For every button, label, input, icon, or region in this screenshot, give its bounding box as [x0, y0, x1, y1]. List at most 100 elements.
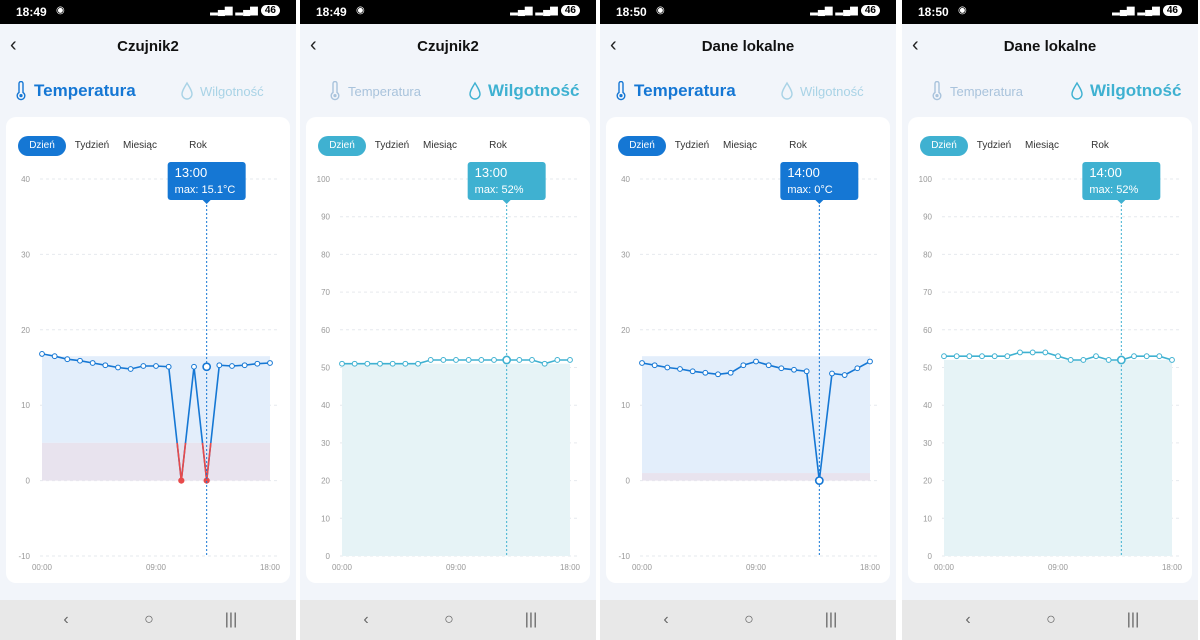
nav-recents-icon[interactable]: |||: [524, 611, 538, 628]
tab-temperature[interactable]: Temperatura: [328, 74, 421, 108]
y-tick-label: 80: [321, 250, 330, 259]
y-tick-label: 40: [321, 401, 330, 410]
y-tick-label: 90: [321, 213, 330, 222]
header: ‹ Czujnik2: [0, 24, 296, 68]
water-drop-icon: [781, 81, 793, 100]
y-tick-label: 10: [621, 401, 630, 410]
y-tick-label: 40: [923, 401, 932, 410]
tab-humidity-label: Wilgotność: [488, 81, 580, 100]
selected-point: [502, 355, 512, 365]
period-tab-week[interactable]: Tydzień: [74, 140, 110, 151]
data-point: [402, 360, 409, 367]
period-tab-month[interactable]: Miesiąc: [423, 140, 457, 151]
x-tick-label: 00:00: [332, 563, 353, 572]
x-tick-label: 09:00: [746, 563, 767, 572]
data-point: [64, 356, 71, 363]
y-tick-label: 0: [26, 477, 31, 486]
navigation-bar: ‹ ○ |||: [0, 600, 296, 640]
nav-back-icon[interactable]: ‹: [363, 611, 369, 628]
status-time: 18:50: [616, 5, 647, 19]
period-tab-year[interactable]: Rok: [789, 140, 807, 151]
nav-home-icon[interactable]: ○: [744, 611, 754, 628]
data-point: [440, 357, 447, 363]
nav-back-icon[interactable]: ‹: [965, 611, 971, 628]
back-arrow-icon[interactable]: ‹: [10, 34, 17, 56]
status-notification-icons: ◉: [656, 5, 667, 16]
tab-temperature[interactable]: Temperatura: [930, 74, 1023, 108]
data-point: [1131, 353, 1137, 360]
page-title: Czujnik2: [417, 38, 479, 55]
water-drop-icon: [469, 81, 481, 100]
signal-icon: ▂▄▆ ▂▄▆: [1112, 5, 1160, 16]
chart[interactable]: 0 10 20 30 40 50 60 70 80 90 100 00:00 09:00 18:00 14:…: [908, 117, 1192, 583]
period-tab-day[interactable]: Dzień: [18, 136, 66, 156]
battery-badge: 46: [560, 5, 580, 16]
y-tick-label: 70: [321, 288, 330, 297]
nav-home-icon[interactable]: ○: [144, 611, 154, 628]
period-tab-week[interactable]: Tydzień: [374, 140, 410, 151]
period-tab-day[interactable]: Dzień: [920, 136, 968, 156]
data-point: [77, 357, 83, 364]
chart[interactable]: -10 0 10 20 30 40 00:00 09:00 18:00 14:00 max: 0°C: [606, 117, 890, 583]
nav-recents-icon[interactable]: |||: [1126, 611, 1140, 628]
period-tab-week[interactable]: Tydzień: [674, 140, 710, 151]
tab-temperature[interactable]: Temperatura: [14, 74, 136, 108]
back-arrow-icon[interactable]: ‹: [610, 34, 617, 56]
tooltip-arrow: [1117, 200, 1126, 204]
x-tick-label: 18:00: [1162, 563, 1183, 572]
nav-home-icon[interactable]: ○: [444, 611, 454, 628]
tooltip-box: [1082, 162, 1161, 200]
tooltip-arrow: [202, 200, 211, 204]
thermometer-icon: [932, 81, 942, 101]
data-point: [127, 366, 134, 372]
data-point: [778, 365, 785, 372]
nav-recents-icon[interactable]: |||: [824, 611, 838, 628]
water-drop-icon: [181, 81, 193, 100]
data-point: [1029, 349, 1036, 356]
data-point: [453, 357, 459, 363]
data-point: [1093, 353, 1099, 360]
period-tab-year[interactable]: Rok: [1091, 140, 1109, 151]
period-tab-day[interactable]: Dzień: [318, 136, 366, 156]
y-tick-label: 20: [621, 326, 630, 335]
nav-back-icon[interactable]: ‹: [63, 611, 69, 628]
data-point: [1080, 357, 1087, 363]
chart[interactable]: 0 10 20 30 40 50 60 70 80 90 100 00:00 09:00 18:00 13:…: [306, 117, 590, 583]
period-tab-week[interactable]: Tydzień: [976, 140, 1012, 151]
tab-humidity[interactable]: Wilgotność: [1070, 74, 1181, 108]
tab-temperature-label: Temperatura: [634, 81, 736, 100]
tab-temperature[interactable]: Temperatura: [614, 74, 736, 108]
data-point: [241, 362, 248, 369]
data-point: [1017, 349, 1023, 356]
tab-humidity[interactable]: Wilgotność: [780, 74, 864, 108]
tab-humidity-label: Wilgotność: [200, 83, 264, 99]
status-time: 18:49: [316, 5, 347, 19]
data-point: [953, 353, 960, 360]
period-tab-month[interactable]: Miesiąc: [123, 140, 157, 151]
period-tab-month[interactable]: Miesiąc: [1025, 140, 1059, 151]
back-arrow-icon[interactable]: ‹: [310, 34, 317, 56]
chart[interactable]: -10 0 10 20 30 40 00:00 09:00 18:00 13:00 max: 15.…: [6, 117, 290, 583]
nav-back-icon[interactable]: ‹: [663, 611, 669, 628]
tab-humidity[interactable]: Wilgotność: [468, 74, 579, 108]
period-tab-year[interactable]: Rok: [489, 140, 507, 151]
nav-home-icon[interactable]: ○: [1046, 611, 1056, 628]
data-point: [191, 363, 197, 370]
data-point: [1143, 353, 1150, 360]
tooltip-box: [467, 162, 546, 200]
tab-humidity-label: Wilgotność: [800, 83, 864, 99]
period-tab-year[interactable]: Rok: [189, 140, 207, 151]
tooltip-box: [167, 162, 246, 200]
data-point: [364, 360, 371, 367]
nav-recents-icon[interactable]: |||: [224, 611, 238, 628]
y-tick-label: 30: [923, 439, 932, 448]
period-tab-month[interactable]: Miesiąc: [723, 140, 757, 151]
data-point: [415, 360, 421, 367]
tab-humidity[interactable]: Wilgotność: [180, 74, 264, 108]
status-bar: 18:50 ◉ ▂▄▆ ▂▄▆ 46: [902, 0, 1198, 24]
period-tab-day[interactable]: Dzień: [618, 136, 666, 156]
y-tick-label: 0: [626, 477, 631, 486]
status-right: ▂▄▆ ▂▄▆ 46: [210, 5, 280, 16]
back-arrow-icon[interactable]: ‹: [912, 34, 919, 56]
data-point: [740, 362, 747, 369]
